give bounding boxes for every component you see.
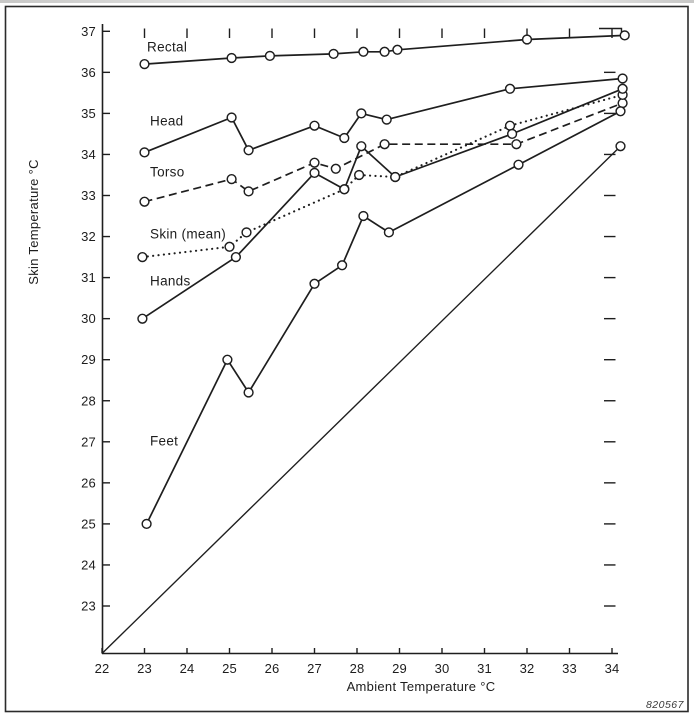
data-point-marker-torso — [511, 139, 522, 150]
data-point-marker-feet — [243, 387, 254, 398]
x-tick-label: 27 — [307, 661, 322, 676]
y-tick-label: 30 — [81, 311, 96, 326]
series-label-head: Head — [150, 114, 183, 129]
series-labels: Rectal Head Torso Skin (mean) Hands Feet — [147, 39, 226, 448]
data-point-marker-hands — [390, 171, 401, 183]
y-tick-label: 31 — [81, 270, 96, 285]
x-tick-label: 29 — [392, 661, 407, 676]
data-point-marker-rectal — [521, 34, 533, 45]
data-point-marker-hands — [137, 313, 148, 324]
data-point-marker-feet — [222, 354, 233, 365]
data-point-marker-hands — [356, 141, 367, 152]
y-tick-label: 28 — [81, 393, 96, 408]
x-tick-label: 30 — [435, 661, 450, 676]
x-tick-label: 31 — [477, 661, 492, 676]
data-point-marker-skin-mean — [224, 241, 235, 252]
data-point-marker-head — [356, 108, 367, 119]
y-tick-label: 37 — [81, 24, 96, 39]
data-point-marker-rectal — [619, 30, 630, 41]
data-point-marker-hands — [309, 167, 320, 179]
series-line-feet — [145, 110, 621, 525]
series-label-feet: Feet — [150, 433, 178, 448]
series-label-hands: Hands — [150, 273, 191, 288]
data-point-marker-hands — [506, 128, 518, 140]
data-point-marker-rectal — [226, 52, 237, 64]
data-point-markers — [137, 30, 630, 530]
data-point-marker-torso — [243, 186, 254, 197]
data-point-marker-head — [381, 114, 392, 125]
data-point-marker-head — [617, 73, 628, 84]
figure-border — [4, 5, 689, 713]
data-point-marker-hands — [339, 184, 350, 195]
series-label-rectal: Rectal — [147, 39, 187, 54]
data-point-marker-rectal — [328, 48, 339, 60]
y-tick-label: 32 — [81, 229, 96, 244]
data-point-marker-torso — [379, 139, 390, 150]
x-tick-label: 34 — [605, 661, 620, 676]
y-axis-label: Skin Temperature °C — [26, 159, 41, 285]
data-point-marker-head — [339, 132, 350, 144]
data-point-marker-feet — [336, 260, 348, 271]
data-point-marker-head — [504, 83, 516, 94]
figure-number: 820567 — [646, 699, 685, 711]
data-point-marker-rectal — [358, 46, 369, 57]
data-point-marker-torso — [226, 173, 237, 185]
x-tick-label: 23 — [137, 661, 152, 676]
y-tick-label: 33 — [81, 188, 96, 203]
y-tick-label: 26 — [81, 475, 96, 490]
y-tick-label: 24 — [81, 557, 96, 572]
x-tick-label: 26 — [265, 661, 280, 676]
data-point-marker-skin-mean — [241, 227, 252, 238]
x-tick-label: 25 — [222, 661, 237, 676]
x-axis-label: Ambient Temperature °C — [347, 679, 496, 694]
data-point-marker-head — [243, 145, 254, 156]
data-point-marker-torso — [309, 157, 320, 168]
scan-edge-artifact — [0, 0, 694, 3]
data-point-marker-feet — [309, 278, 320, 289]
x-tick-label: 32 — [520, 661, 535, 676]
data-point-marker-head — [226, 112, 237, 123]
data-point-marker-rectal — [264, 50, 276, 62]
y-tick-label: 27 — [81, 434, 96, 449]
series-label-torso: Torso — [150, 165, 185, 180]
y-tick-label: 29 — [81, 352, 96, 367]
x-tick-label: 22 — [95, 661, 110, 676]
data-point-marker-torso — [330, 163, 341, 174]
ambient-equals-skin-line — [101, 145, 621, 655]
data-point-marker-rectal — [139, 58, 150, 70]
axis-ticks: 22 23 24 25 26 27 28 29 30 31 32 33 34 23 24 25 26 27 28 29… — [81, 24, 619, 676]
data-point-marker-feet — [358, 210, 369, 222]
series-line-hands — [141, 88, 623, 320]
series-label-skin-mean: Skin (mean) — [150, 227, 226, 242]
data-point-marker-torso — [139, 196, 150, 207]
x-tick-label: 33 — [562, 661, 577, 676]
y-tick-label: 23 — [81, 599, 96, 614]
data-point-marker-feet — [615, 106, 626, 117]
data-point-marker-hands — [230, 251, 242, 263]
data-point-marker-feet — [141, 518, 152, 530]
x-tick-label: 28 — [350, 661, 365, 676]
y-tick-label: 25 — [81, 516, 96, 531]
data-point-marker-rectal — [379, 46, 390, 57]
y-tick-label: 36 — [81, 65, 96, 80]
reference-line-group — [101, 145, 621, 655]
data-point-marker-feet — [513, 159, 524, 170]
data-point-marker-rectal — [392, 44, 403, 55]
data-point-marker-feet — [383, 227, 395, 238]
data-point-marker-skin-mean — [504, 120, 516, 131]
y-tick-label: 35 — [81, 106, 96, 121]
top-right-corner-tick — [599, 27, 623, 34]
data-point-marker-head — [139, 147, 150, 158]
y-tick-label: 34 — [81, 147, 96, 162]
data-point-marker-reference-end — [615, 141, 626, 152]
data-point-marker-skin-mean — [353, 169, 365, 181]
data-point-marker-skin-mean — [137, 251, 148, 263]
x-tick-label: 24 — [180, 661, 195, 676]
data-point-marker-hands — [617, 83, 628, 94]
data-point-marker-head — [309, 120, 320, 131]
series-lines — [141, 34, 625, 525]
